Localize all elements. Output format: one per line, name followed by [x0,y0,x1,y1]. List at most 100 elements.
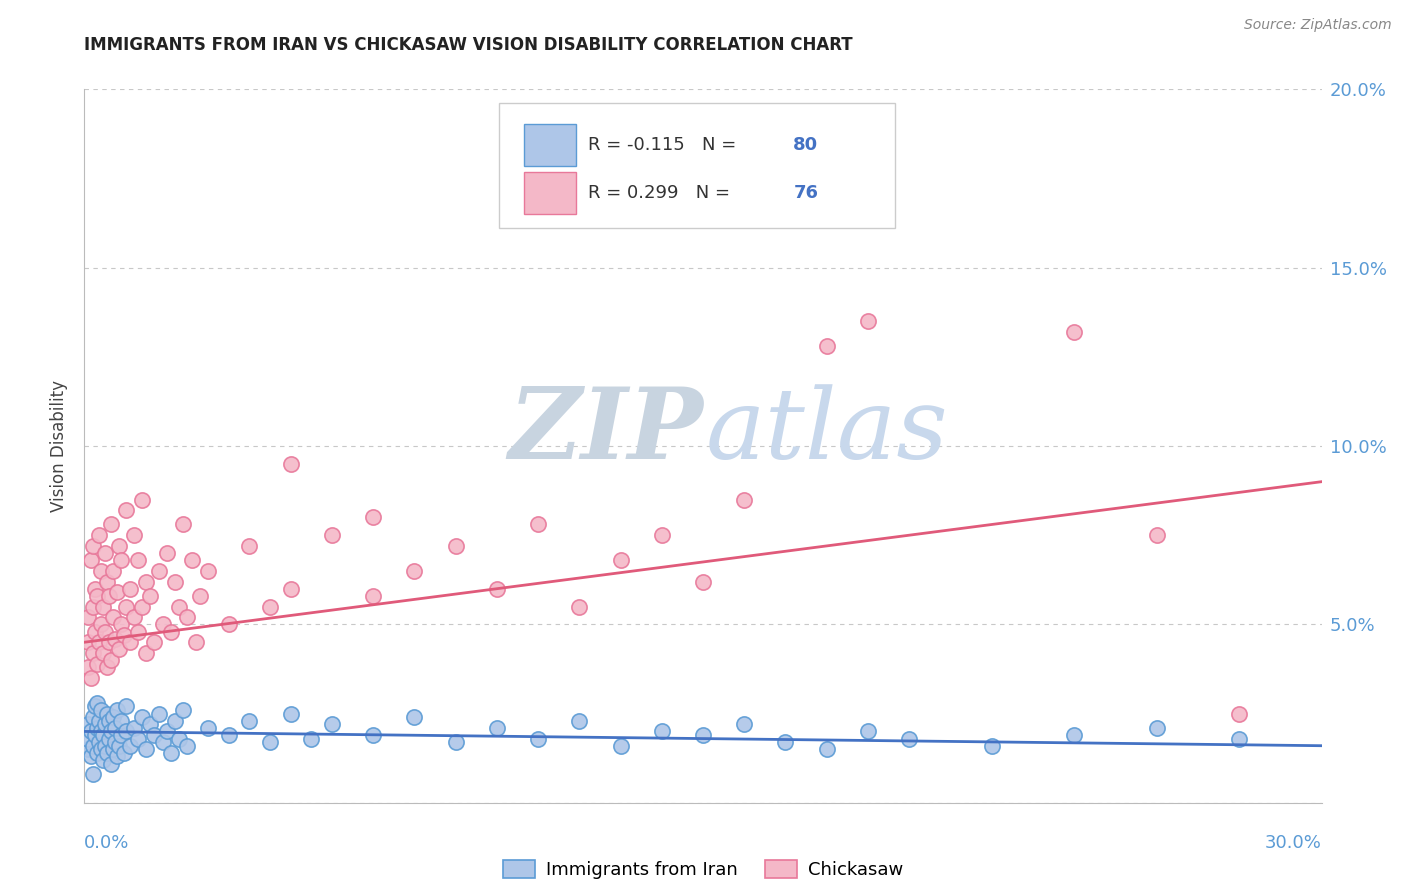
Point [361,728,384,742]
Point [167,599,190,614]
Point [105,749,128,764]
Point [361,589,384,603]
Point [96,746,118,760]
Point [361,510,384,524]
Point [77,717,100,731]
Text: Source: ZipAtlas.com: Source: ZipAtlas.com [1244,18,1392,32]
Point [87,714,110,728]
Point [91,753,114,767]
Point [79,724,101,739]
Y-axis label: Vision Disability: Vision Disability [51,380,69,512]
Point [152,617,174,632]
Point [87,635,110,649]
FancyBboxPatch shape [523,171,575,214]
Point [118,582,141,596]
Point [77,635,100,649]
Legend: Immigrants from Iran, Chickasaw: Immigrants from Iran, Chickasaw [495,853,911,887]
Point [77,742,100,756]
Point [131,710,153,724]
Point [98,714,121,728]
Point [404,710,426,724]
Point [259,599,281,614]
Point [91,599,114,614]
Point [90,742,112,756]
Point [82,599,104,614]
Point [1227,731,1250,746]
Point [103,564,125,578]
Point [83,582,105,596]
Point [118,739,141,753]
Point [1063,728,1085,742]
Point [110,617,132,632]
Point [79,553,101,567]
Point [86,657,108,671]
Point [280,582,302,596]
Point [568,599,591,614]
Point [172,703,194,717]
Point [485,582,508,596]
Point [180,553,202,567]
FancyBboxPatch shape [499,103,894,228]
Point [444,539,467,553]
Point [96,706,118,721]
Point [152,735,174,749]
Point [135,742,157,756]
Point [82,739,104,753]
Point [103,610,125,624]
Point [91,646,114,660]
Point [90,564,112,578]
Point [112,746,135,760]
Point [79,671,101,685]
Point [87,735,110,749]
Point [167,731,190,746]
Point [104,632,127,646]
Point [86,589,108,603]
Point [856,724,879,739]
Point [86,721,108,735]
Point [127,553,149,567]
Point [1146,528,1168,542]
Point [733,717,755,731]
Point [112,628,135,642]
Point [156,724,179,739]
Point [184,635,207,649]
Point [122,721,145,735]
Point [77,660,100,674]
Point [160,746,183,760]
Point [94,739,117,753]
Point [176,610,198,624]
Point [775,735,797,749]
Point [176,739,198,753]
Point [94,624,117,639]
Point [280,457,302,471]
Point [94,546,117,560]
Point [98,731,121,746]
Point [218,728,240,742]
Point [651,724,673,739]
Point [86,696,108,710]
Point [568,714,591,728]
Point [444,735,467,749]
Point [114,503,136,517]
Point [197,564,219,578]
Point [165,714,187,728]
Point [100,756,122,771]
Point [86,746,108,760]
Point [280,706,302,721]
Point [77,610,100,624]
Point [156,546,179,560]
Point [651,528,673,542]
Point [90,617,112,632]
Point [172,517,194,532]
Point [110,553,132,567]
Point [127,731,149,746]
Point [815,339,838,353]
Point [91,728,114,742]
Point [485,721,508,735]
Point [856,314,879,328]
Point [82,539,104,553]
Point [609,553,631,567]
Point [98,635,121,649]
Point [259,735,281,749]
Point [82,767,104,781]
